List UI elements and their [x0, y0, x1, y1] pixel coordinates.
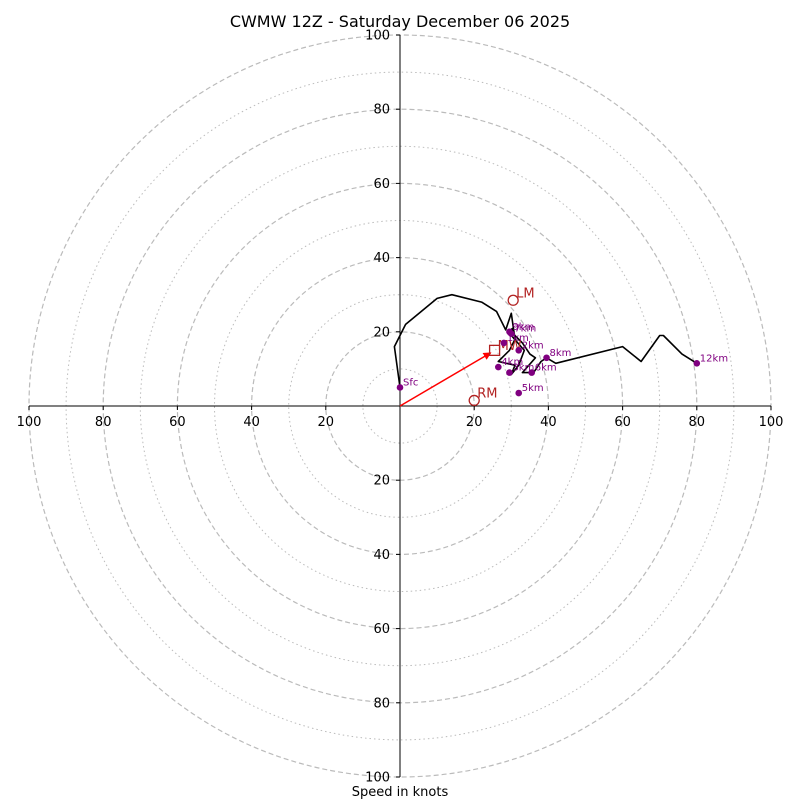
level-marker-9km — [506, 328, 513, 336]
x-tick-label: 100 — [17, 415, 42, 430]
y-tick-label: 100 — [365, 29, 390, 44]
left-mover-label: LM — [516, 286, 534, 301]
level-marker-12km — [693, 360, 701, 367]
x-tick-label: 40 — [540, 415, 557, 430]
level-marker-1km — [500, 339, 508, 347]
level-label-sfc: Sfc — [403, 377, 418, 388]
level-label-3km: 3km — [512, 363, 534, 374]
right-mover-label: RM — [477, 386, 497, 401]
level-marker-6km — [528, 369, 536, 376]
x-tick-label: 20 — [466, 415, 483, 430]
y-tick-label: 40 — [373, 251, 390, 266]
tick-labels: 100 80 60 40 20 20 40 60 80 100 100 80 60 40 20 20 40 60 8… — [17, 29, 784, 786]
chart-title: CWMW 12Z - Saturday December 06 2025 — [230, 12, 570, 31]
x-tick-label: 80 — [689, 415, 706, 430]
level-marker-5km — [515, 389, 523, 397]
level-label-12km: 12km — [700, 353, 728, 364]
left-mover-marker — [507, 294, 519, 306]
level-marker-4km — [495, 363, 502, 371]
level-label-9km: 9km — [512, 322, 534, 333]
level-label-5km: 5km — [522, 383, 544, 394]
mean-wind-arrow — [399, 352, 492, 407]
x-tick-label: 80 — [95, 415, 112, 430]
y-tick-label: 20 — [373, 325, 390, 340]
level-marker-2km — [515, 347, 523, 354]
x-tick-label: 20 — [318, 415, 335, 430]
right-mover-marker — [468, 394, 480, 407]
level-label-7km: 7km — [514, 324, 536, 335]
y-tick-label: 60 — [373, 622, 390, 637]
y-tick-label: 40 — [373, 548, 390, 563]
level-marker-3km — [506, 369, 513, 376]
level-marker-sfc — [396, 384, 404, 391]
x-axis-label: Speed in knots — [352, 785, 449, 800]
x-tick-label: 40 — [243, 415, 260, 430]
level-marker-8km — [543, 354, 550, 362]
y-tick-label: 80 — [373, 696, 390, 711]
x-tick-label: 60 — [614, 415, 631, 430]
y-tick-label: 20 — [373, 474, 390, 489]
y-tick-label: 60 — [373, 177, 390, 192]
level-label-6km: 6km — [535, 363, 557, 374]
y-tick-label: 100 — [365, 771, 390, 786]
x-tick-label: 100 — [759, 415, 784, 430]
y-tick-label: 80 — [373, 103, 390, 118]
level-label-4km: 4km — [501, 357, 523, 368]
level-label-8km: 8km — [550, 348, 572, 359]
x-tick-label: 60 — [169, 415, 186, 430]
level-label-2km: 2km — [522, 340, 544, 351]
level-label-1km: 1km — [507, 333, 529, 344]
mean-wind-marker — [488, 344, 501, 357]
